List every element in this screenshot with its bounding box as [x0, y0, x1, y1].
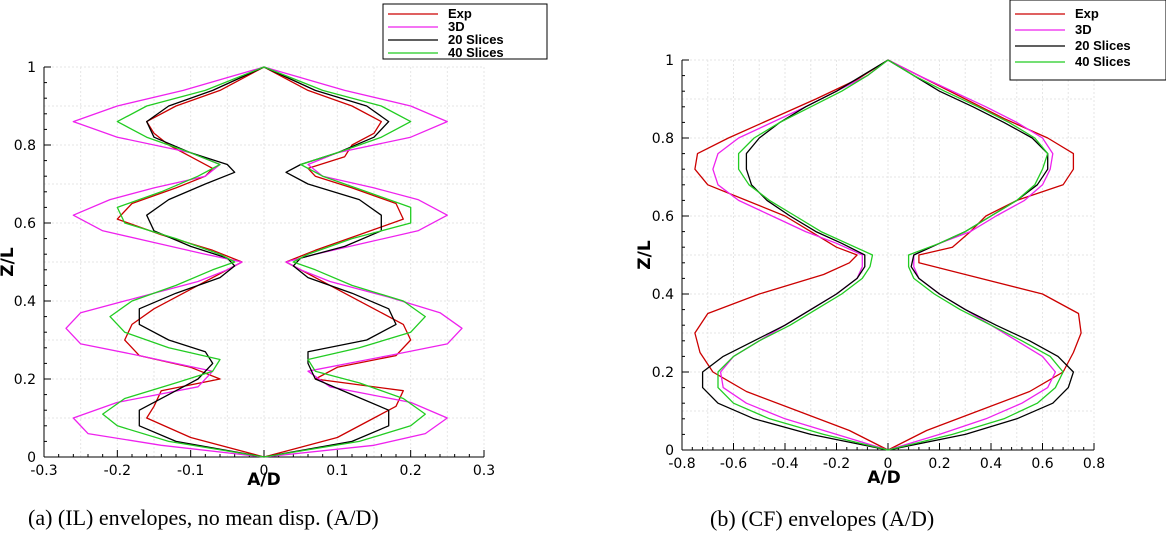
series-line-left	[138, 66, 265, 458]
series-40-slices	[102, 66, 426, 458]
y-tick-label: 0.2	[14, 372, 36, 388]
y-tick-label: 1	[665, 53, 674, 69]
series-40-slices	[717, 59, 1064, 451]
x-tick-label: -0.2	[104, 463, 131, 479]
series-line-left	[116, 66, 265, 458]
series-line-right	[263, 66, 397, 458]
x-tick-label: 0.8	[1083, 456, 1105, 472]
series-line-left	[701, 59, 889, 451]
legend-label: 40 Slices	[1075, 54, 1131, 69]
x-tick-label: -0.8	[668, 456, 695, 472]
caption-a: (a) (IL) envelopes, no mean disp. (A/D)	[28, 505, 379, 530]
chart-panel-a: -0.3 -0.2 -0.1 0 0.1 0.2 0.3 0 0.2 0.4 0.6 0.8 1 A/D Z…	[0, 3, 548, 490]
x-tick-label: 0.6	[1031, 456, 1053, 472]
grid	[43, 66, 485, 458]
series-line-right	[263, 66, 463, 458]
x-tick-label: -0.4	[771, 456, 798, 472]
series-line-right	[263, 66, 412, 458]
caption-b: (b) (CF) envelopes (A/D)	[710, 506, 934, 531]
grid	[681, 59, 1095, 451]
legend-label: 20 Slices	[448, 32, 504, 47]
y-tick-label: 0.8	[14, 138, 36, 154]
legend-box	[382, 3, 548, 60]
series-exp	[116, 66, 412, 458]
series-line-left	[712, 59, 889, 451]
chart-panel-b: -0.8 -0.6 -0.4 -0.2 0 0.2 0.4 0.6 0.8 0 0.2 0.4 0.6 0…	[635, 0, 1166, 488]
series-20-slices	[138, 66, 397, 458]
legend-label: Exp	[1075, 6, 1099, 21]
y-tick-label: 0	[27, 450, 36, 466]
x-axis-label: A/D	[247, 470, 280, 490]
series-line-right	[887, 59, 1075, 451]
y-tick-label: 0.2	[652, 365, 674, 381]
series-line-left	[717, 59, 889, 451]
y-tick-label: 0.6	[14, 216, 36, 232]
x-axis-label: A/D	[867, 468, 900, 488]
y-tick-label: 0.4	[14, 294, 36, 310]
x-tick-label: 0	[884, 456, 893, 472]
y-tick-label: 0	[665, 443, 674, 459]
y-axis-label: Z/L	[0, 247, 18, 277]
series-3d	[65, 66, 463, 458]
series-line-right	[887, 59, 1064, 451]
legend-label: Exp	[448, 6, 472, 21]
x-tick-label: -0.2	[823, 456, 850, 472]
y-axis-label: Z/L	[635, 240, 655, 270]
x-tick-label: 0.2	[400, 463, 422, 479]
x-tick-label: 0	[260, 463, 269, 479]
series-20-slices	[701, 59, 1075, 451]
x-tick-label: -0.1	[177, 463, 204, 479]
legend-box	[1009, 0, 1166, 81]
y-tick-label: 1	[27, 60, 36, 76]
y-tick-label: 0.8	[652, 131, 674, 147]
series-line-right	[887, 59, 1082, 451]
legend-label: 40 Slices	[448, 45, 504, 60]
legend-label: 3D	[1075, 22, 1092, 37]
series-line-left	[102, 66, 265, 458]
x-tick-label: 0.2	[928, 456, 950, 472]
legend-label: 20 Slices	[1075, 38, 1131, 53]
series-line-left	[65, 66, 265, 458]
x-tick-label: 0.3	[473, 463, 495, 479]
x-tick-label: -0.3	[30, 463, 57, 479]
x-tick-label: 0.4	[980, 456, 1002, 472]
y-tick-label: 0.6	[652, 209, 674, 225]
series-line-right	[263, 66, 426, 458]
y-tick-label: 0.4	[652, 287, 674, 303]
x-tick-label: 0.1	[326, 463, 348, 479]
x-tick-label: -0.6	[720, 456, 747, 472]
legend-label: 3D	[448, 19, 465, 34]
